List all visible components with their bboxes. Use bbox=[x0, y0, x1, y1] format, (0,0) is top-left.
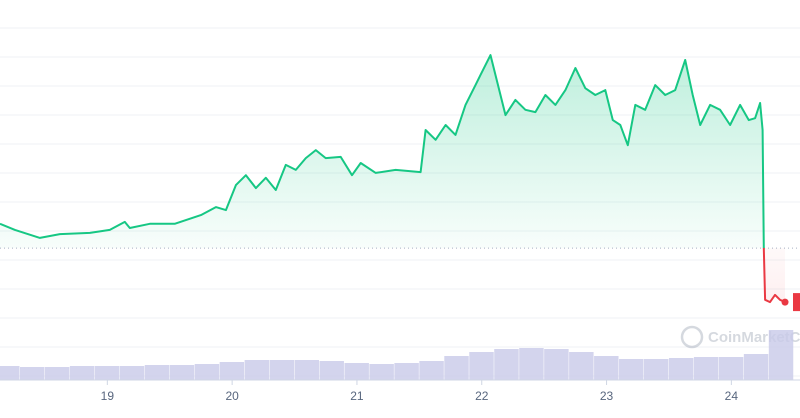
volume-bar bbox=[294, 360, 320, 380]
x-tick-label: 24 bbox=[725, 389, 739, 403]
volume-bar bbox=[594, 356, 619, 380]
volume-bar bbox=[144, 365, 170, 380]
volume-bar bbox=[718, 357, 744, 380]
volume-bar bbox=[693, 357, 719, 380]
volume-bar bbox=[643, 359, 669, 380]
last-price-dot bbox=[781, 298, 789, 306]
volume-bar bbox=[369, 364, 394, 380]
volume-bar bbox=[94, 366, 120, 380]
volume-bar bbox=[344, 363, 369, 380]
volume-bar bbox=[519, 348, 544, 380]
volume-bar bbox=[743, 354, 769, 380]
volume-bar bbox=[419, 361, 444, 380]
volume-bar bbox=[69, 366, 95, 380]
volume-bar bbox=[44, 367, 70, 380]
x-tick-label: 20 bbox=[225, 389, 239, 403]
volume-bar bbox=[244, 360, 270, 380]
x-tick-label: 22 bbox=[475, 389, 489, 403]
volume-bar bbox=[469, 352, 494, 380]
volume-bar bbox=[219, 362, 245, 380]
volume-bar bbox=[394, 363, 419, 380]
volume-bar bbox=[19, 367, 45, 380]
x-tick-label: 21 bbox=[350, 389, 364, 403]
volume-bar bbox=[194, 364, 220, 380]
price-area bbox=[0, 55, 786, 303]
watermark-logo bbox=[680, 325, 704, 349]
volume-bar bbox=[0, 366, 20, 380]
volume-bar bbox=[768, 330, 794, 380]
x-tick-label: 19 bbox=[101, 389, 115, 403]
volume-bar bbox=[494, 349, 519, 380]
volume-bar bbox=[619, 359, 644, 380]
volume-bar bbox=[544, 349, 569, 380]
price-tag bbox=[793, 293, 800, 312]
volume-bar bbox=[668, 358, 694, 380]
volume-bar bbox=[569, 352, 594, 380]
volume-bar bbox=[169, 365, 195, 380]
x-tick-label: 23 bbox=[600, 389, 614, 403]
volume-bar bbox=[269, 360, 295, 380]
volume-bar bbox=[444, 356, 469, 380]
price-line bbox=[0, 54, 786, 304]
volume-bar bbox=[319, 361, 344, 380]
volume-bar bbox=[119, 366, 145, 380]
